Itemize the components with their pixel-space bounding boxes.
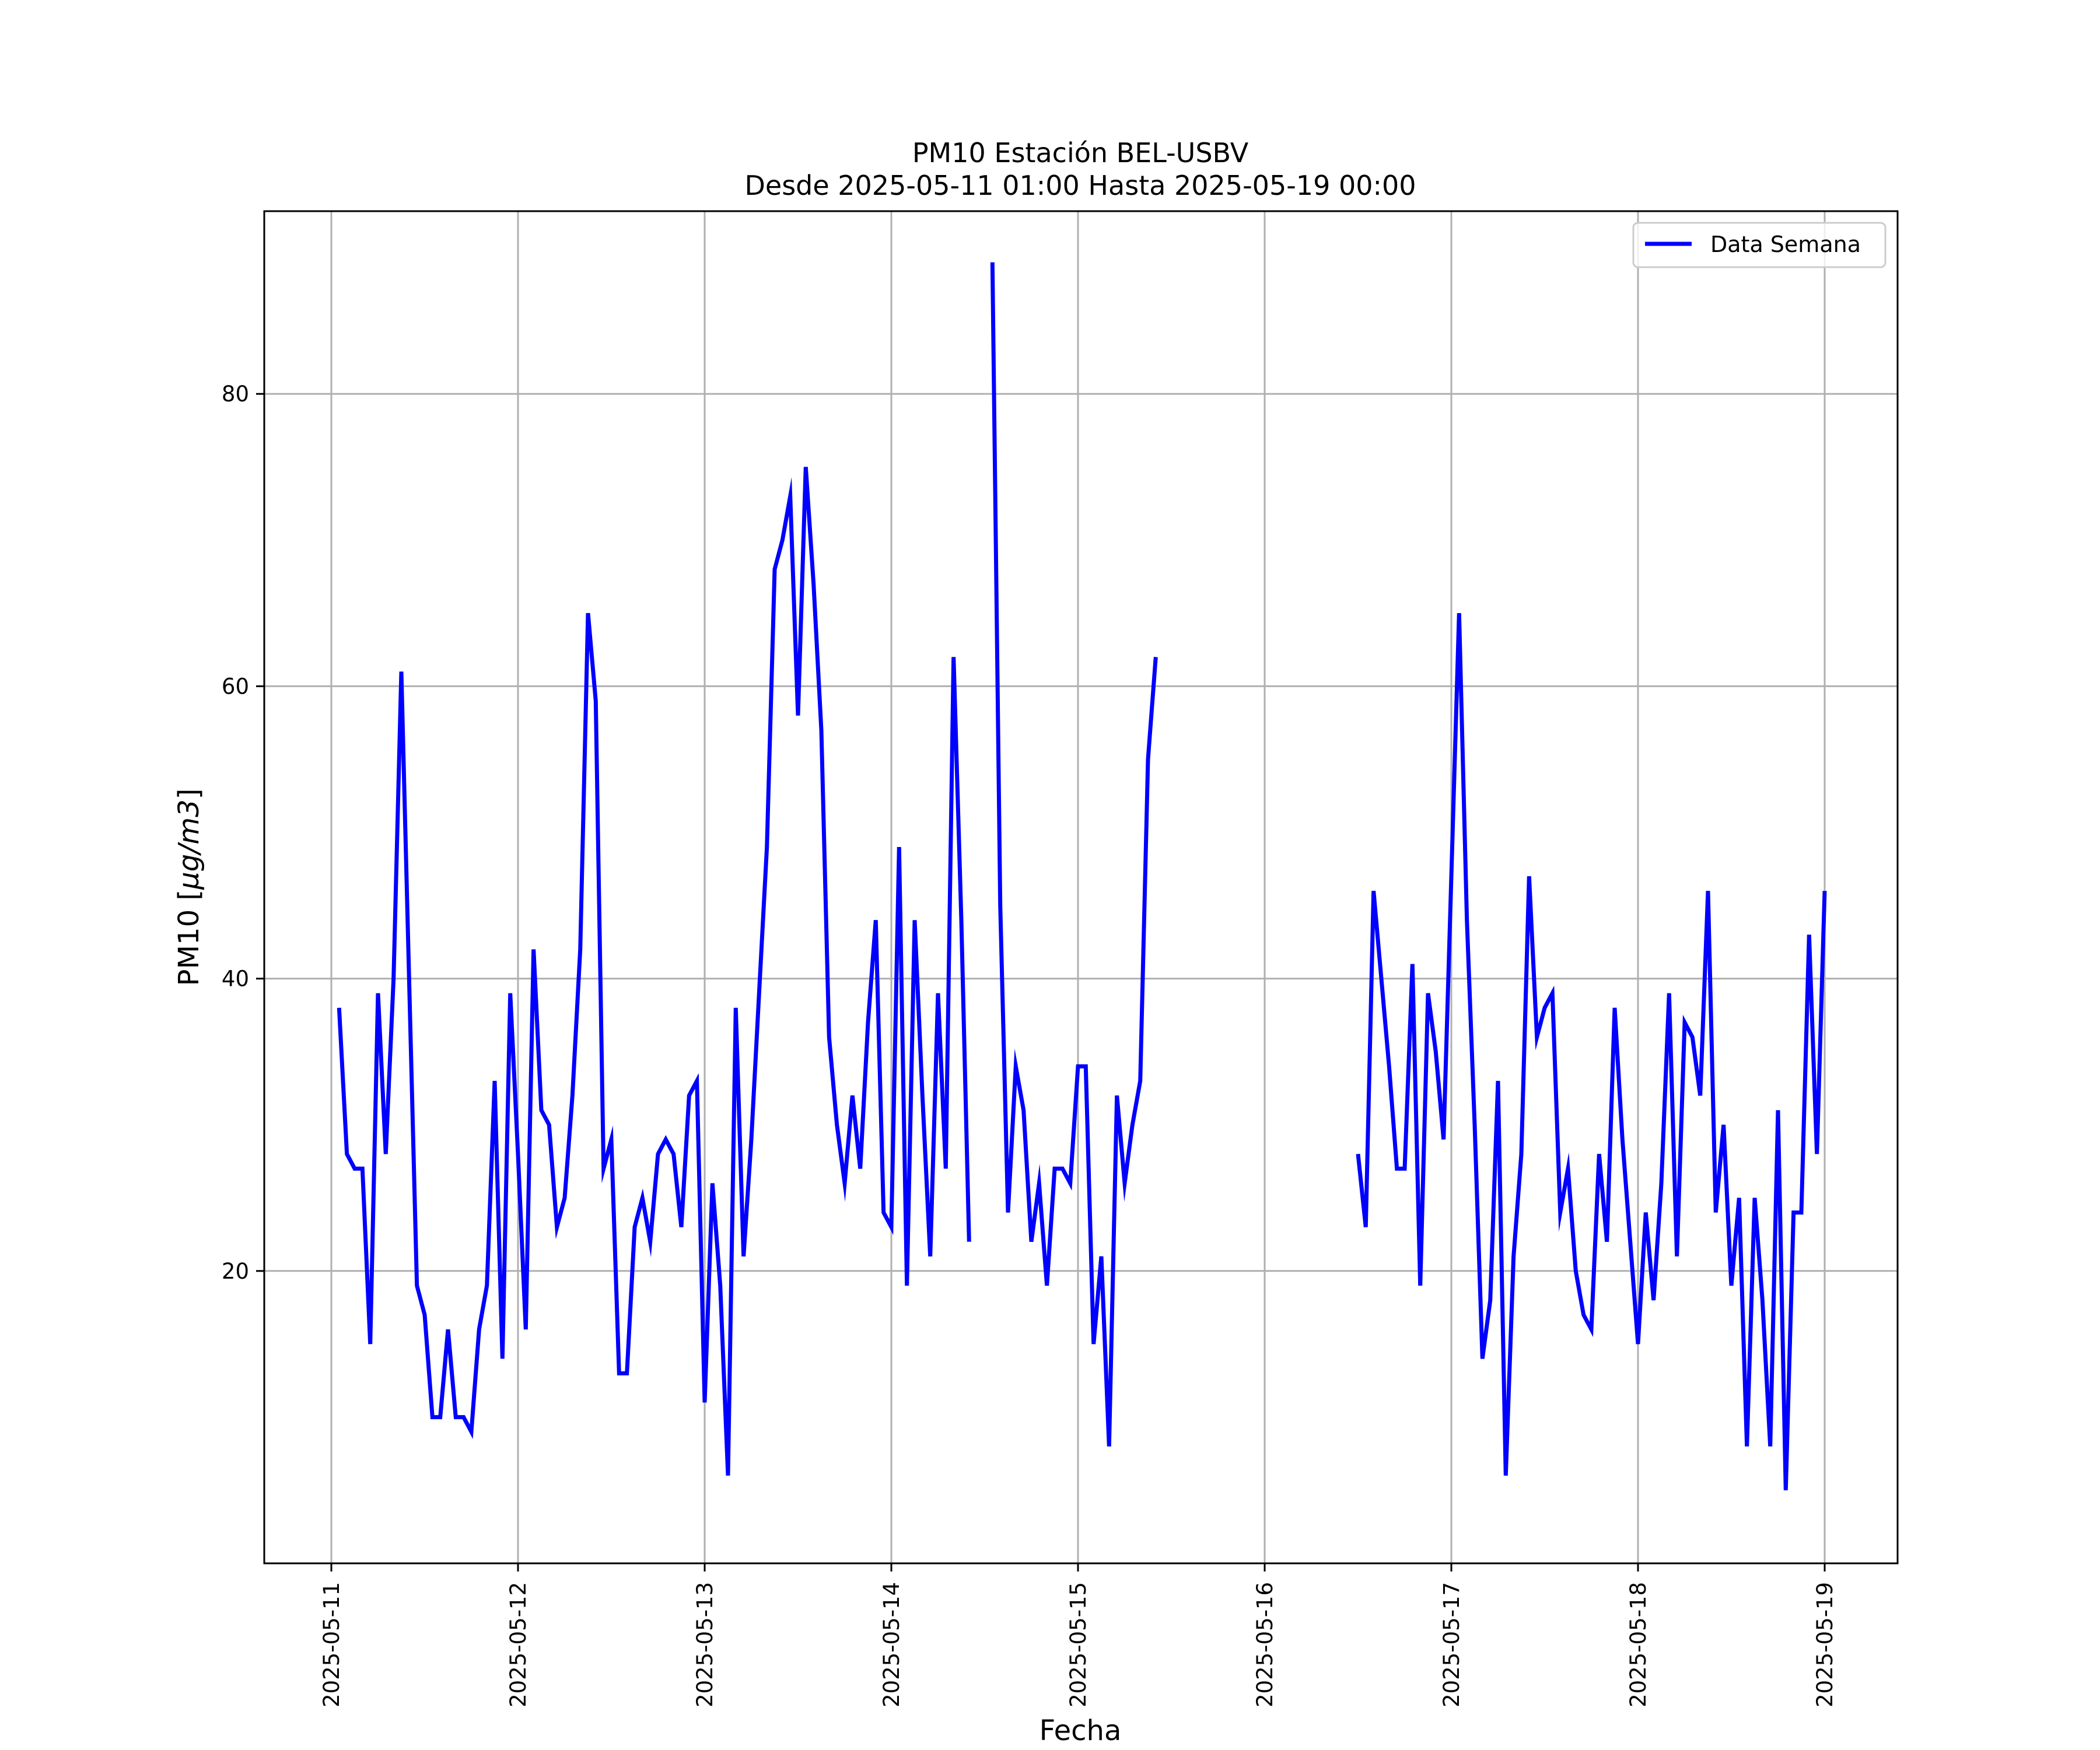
chart-title: PM10 Estación BEL-USBV [912,137,1249,169]
x-tick-label: 2025-05-18 [1626,1582,1651,1707]
legend-label: Data Semana [1710,232,1861,257]
series-line-segment [1356,612,1827,1490]
x-tick-label: 2025-05-11 [319,1582,344,1707]
y-axis-ticks: 20 40 60 80 [222,382,264,1284]
y-tick-label: 80 [222,382,249,407]
legend-box [1632,222,1887,268]
y-axis-label-prefix: PM10 [ [173,890,205,986]
series-line-segment [990,262,1158,1447]
legend: Data Semana [1632,222,1887,268]
y-tick-label: 60 [222,674,249,699]
y-tick-label: 40 [222,967,249,992]
series-line-segment [337,467,971,1476]
x-tick-label: 2025-05-12 [506,1582,531,1707]
y-tick-label: 20 [222,1259,249,1284]
x-tick-label: 2025-05-14 [879,1582,904,1707]
grid [264,211,1898,1563]
y-axis-label: PM10 [μg/m3] [173,789,205,986]
x-axis-ticks: 2025-05-11 2025-05-12 2025-05-13 2025-05-14… [319,1563,1838,1707]
x-tick-label: 2025-05-15 [1066,1582,1091,1707]
x-tick-label: 2025-05-13 [692,1582,718,1707]
x-tick-label: 2025-05-17 [1439,1582,1464,1707]
x-tick-label: 2025-05-16 [1252,1582,1278,1707]
x-tick-label: 2025-05-19 [1812,1582,1838,1707]
plot-frame [263,210,1899,1564]
chart-subtitle: Desde 2025-05-11 01:00 Hasta 2025-05-19 … [744,170,1416,201]
y-axis-label-suffix: ] [173,789,205,800]
x-axis-label: Fecha [1040,1714,1122,1747]
y-axis-label-unit: μg/m3 [173,799,205,890]
series-layer [337,262,1827,1490]
